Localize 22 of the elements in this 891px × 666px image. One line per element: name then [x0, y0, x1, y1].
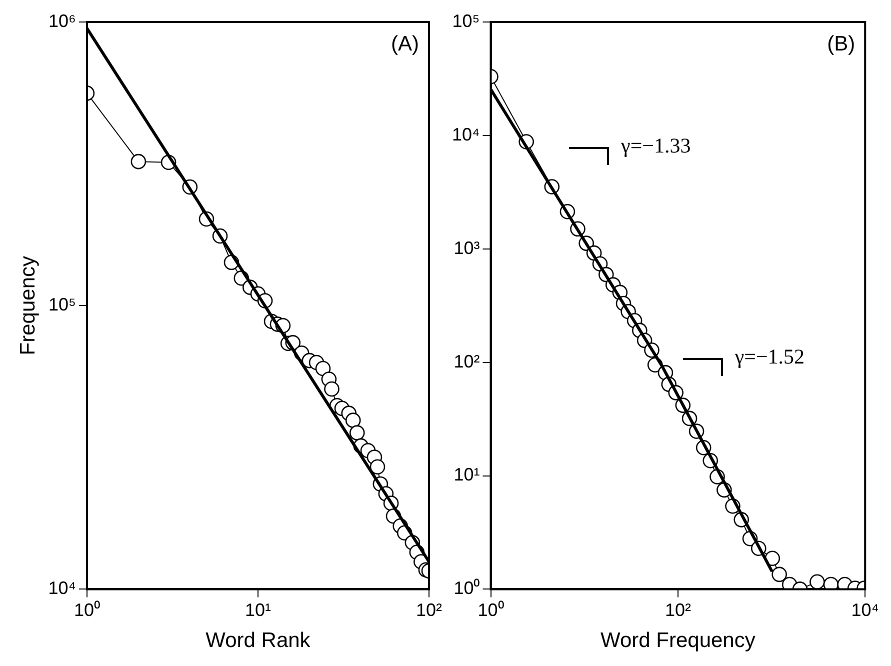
x-tick-label: 10⁴	[851, 600, 880, 620]
x-axis-title: Word Frequency	[600, 629, 756, 652]
annotation: (B)	[827, 32, 856, 56]
y-tick-label: 10⁴	[48, 578, 76, 598]
x-tick-label: 10¹	[244, 600, 271, 620]
x-tick-label: 10²	[664, 600, 691, 620]
y-tick-label: 10⁰	[454, 578, 480, 598]
annotation: (A)	[390, 32, 419, 56]
y-axis-title: Frequency	[16, 255, 40, 356]
y-tick-label: 10⁵	[452, 10, 480, 31]
x-tick-label: 10²	[416, 600, 442, 620]
y-tick-label: 10³	[454, 238, 480, 258]
y-tick-label: 10⁴	[452, 124, 480, 144]
y-tick-label: 10²	[454, 351, 480, 372]
y-tick-label: 10¹	[454, 464, 480, 485]
x-tick-label: 10⁰	[478, 600, 504, 620]
annotation: γ=−1.52	[734, 344, 805, 368]
y-tick-label: 10⁵	[48, 294, 76, 315]
x-axis-title: Word Rank	[206, 629, 311, 652]
annotation: γ=−1.33	[620, 133, 691, 158]
x-tick-label: 10⁰	[74, 600, 100, 620]
y-tick-label: 10⁶	[48, 10, 76, 31]
